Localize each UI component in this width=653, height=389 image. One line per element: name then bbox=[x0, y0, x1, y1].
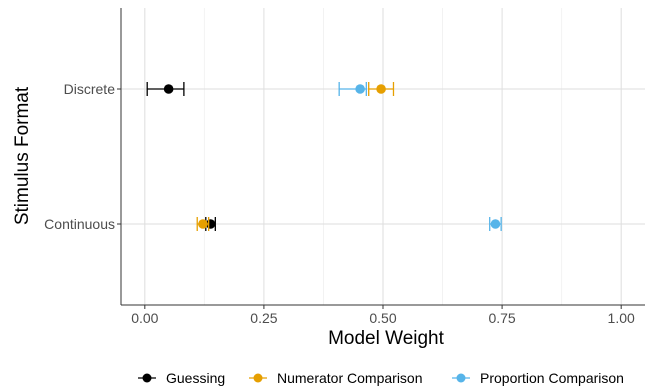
x-tick-labels: 0.00 0.25 0.50 0.75 1.00 bbox=[131, 305, 635, 326]
y-axis-title: Stimulus Format bbox=[12, 86, 33, 225]
y-tick-label: Continuous bbox=[44, 216, 115, 232]
x-tick-label: 0.25 bbox=[250, 310, 277, 326]
legend-key-point bbox=[253, 373, 263, 383]
data-point bbox=[490, 219, 501, 229]
x-tick-label: 0.00 bbox=[131, 310, 158, 326]
legend-key-point bbox=[456, 373, 466, 383]
data-point bbox=[355, 84, 365, 94]
data-point bbox=[198, 219, 208, 229]
data-marks bbox=[146, 82, 502, 231]
y-tick-label: Discrete bbox=[64, 81, 116, 97]
x-axis-title: Model Weight bbox=[328, 328, 445, 349]
x-tick-label: 1.00 bbox=[608, 310, 635, 326]
data-point bbox=[163, 84, 174, 94]
legend-label: Proportion Comparison bbox=[480, 370, 624, 386]
legend-label: Guessing bbox=[166, 370, 225, 386]
x-tick-label: 0.50 bbox=[369, 310, 396, 326]
legend: Guessing Numerator Comparison Proportion C… bbox=[138, 370, 624, 386]
x-tick-label: 0.75 bbox=[488, 310, 515, 326]
grid-lines bbox=[121, 8, 645, 305]
legend-key-point bbox=[142, 373, 152, 383]
legend-label: Numerator Comparison bbox=[277, 370, 423, 386]
y-tick-labels: Continuous Discrete bbox=[44, 81, 121, 232]
data-point bbox=[376, 84, 386, 94]
